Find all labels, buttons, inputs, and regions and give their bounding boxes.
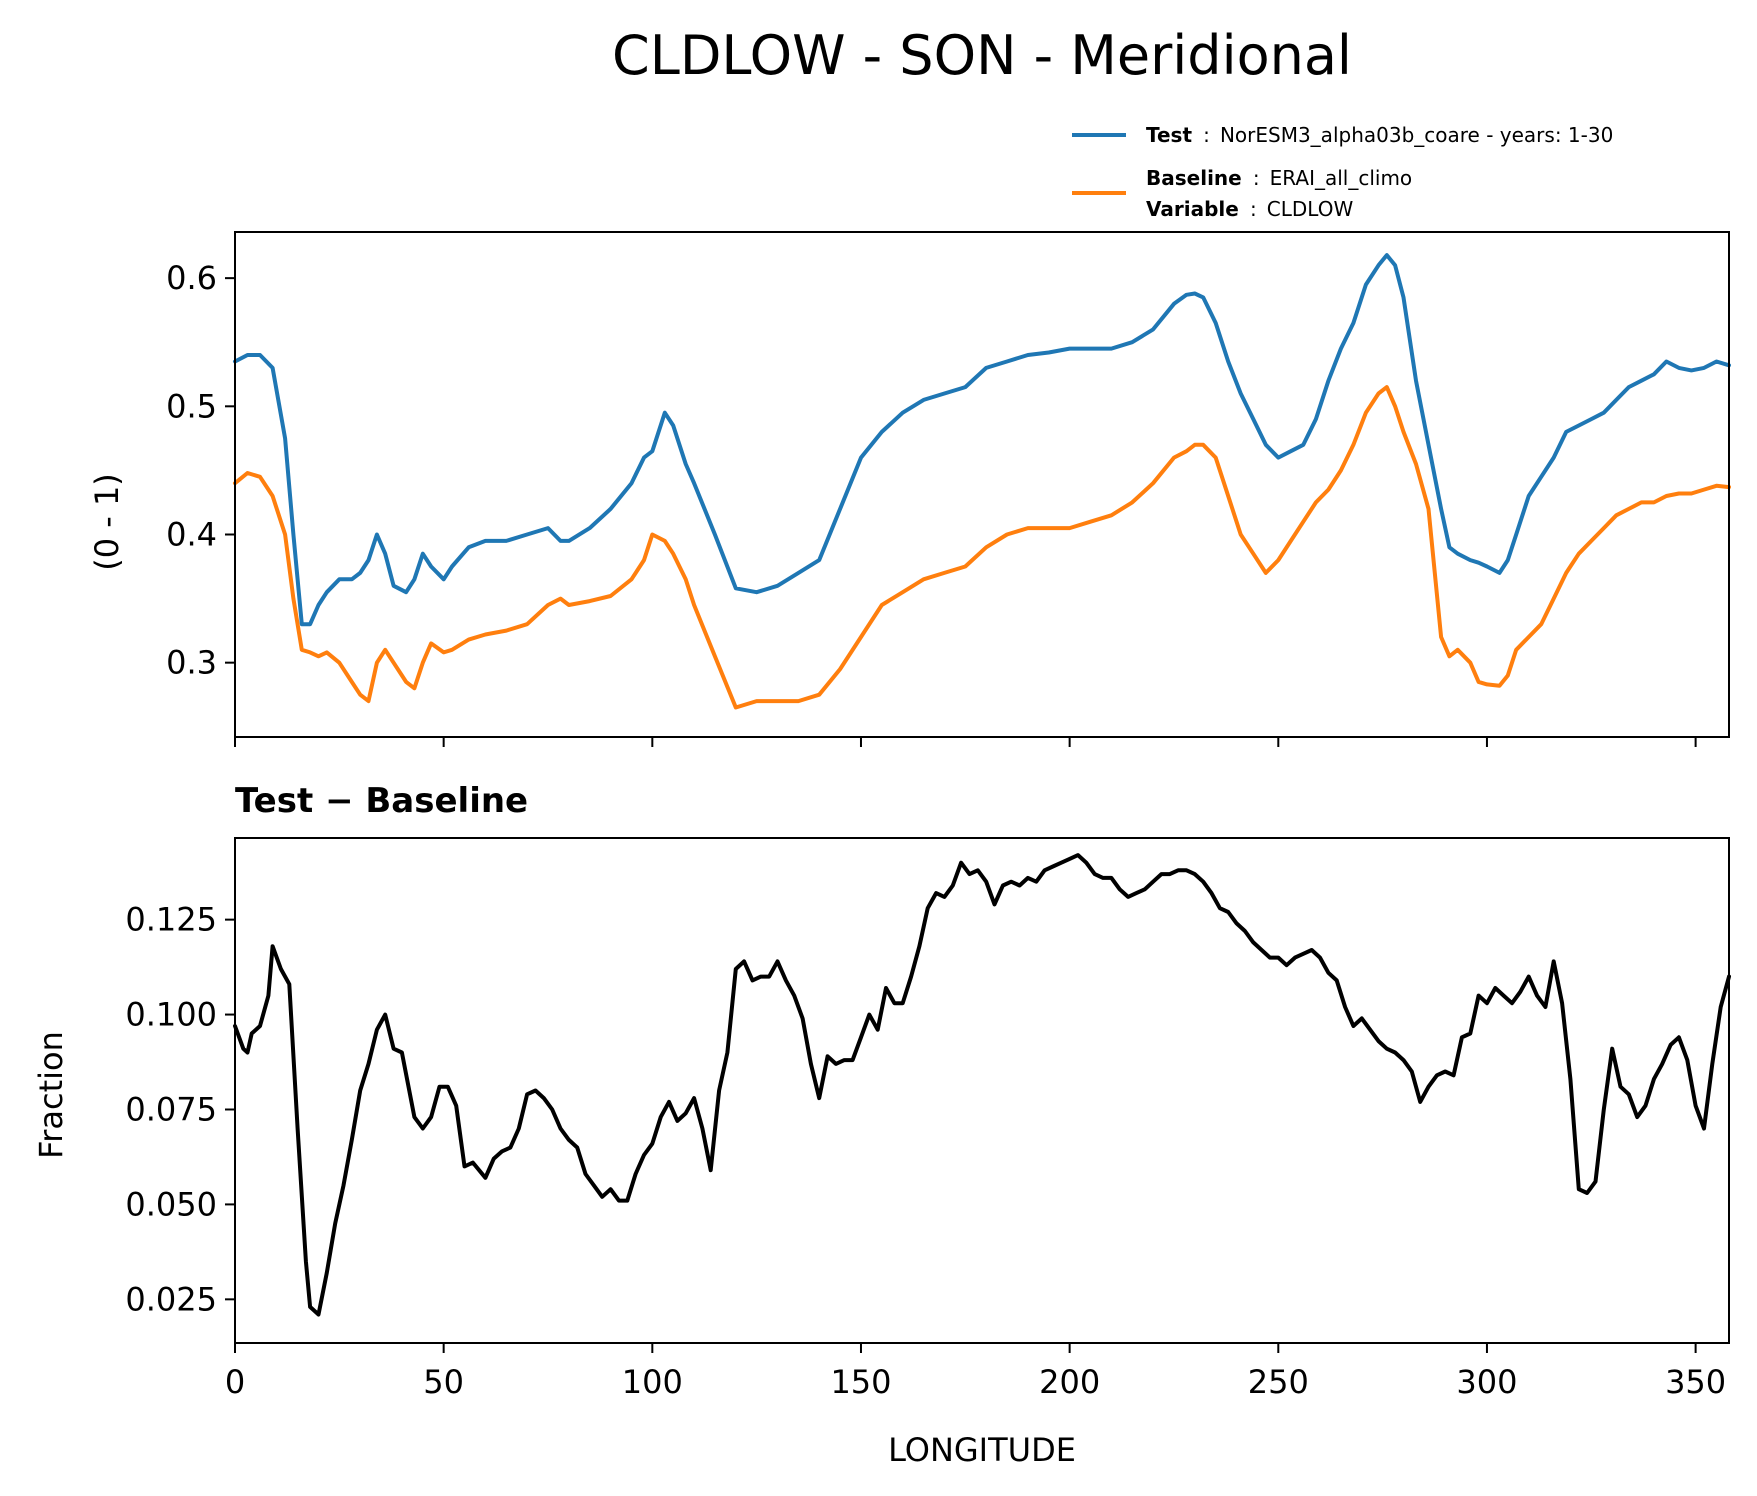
legend-test-entry: Test : NorESM3_alpha03b_coare - years: 1… [1146,123,1613,147]
bottom-series-test-baseline-line [233,853,1731,1317]
bottom-series-group [233,853,1731,1317]
legend-baseline-separator: : [1253,166,1260,190]
bottom-ticks-group: 0.025 0.050 0.075 0.100 0.125 0 50 100 150 200 250… [125,901,1726,1401]
top-ticks-group: 0.3 0.4 0.5 0.6 [166,259,1697,747]
bottom-x-tick-label: 200 [1039,1363,1100,1401]
top-y-tick-label: 0.6 [166,259,217,297]
top-y-tick-label: 0.5 [166,387,217,425]
bottom-x-tick-label: 0 [225,1363,245,1401]
legend-baseline-value: ERAI_all_climo [1270,166,1413,190]
bottom-plot-frame [234,837,1730,1344]
figure-title: CLDLOW - SON - Meridional [612,24,1352,87]
legend-baseline-key: Baseline [1146,166,1242,190]
bottom-y-tick-label: 0.125 [125,901,217,939]
bottom-x-tick-label: 250 [1248,1363,1309,1401]
top-y-tick-label: 0.3 [166,644,217,682]
bottom-panel: Test − Baseline Fraction LONGITUDE 0.025… [32,781,1731,1469]
bottom-x-tick-label: 350 [1665,1363,1726,1401]
legend: Test : NorESM3_alpha03b_coare - years: 1… [1072,123,1613,221]
legend-variable-separator: : [1250,197,1257,221]
legend-test-value: NorESM3_alpha03b_coare - years: 1-30 [1220,123,1613,147]
legend-test-key: Test [1146,123,1192,147]
bottom-y-tick-label: 0.100 [125,996,217,1034]
top-plot-frame [234,231,1730,738]
bottom-x-tick-label: 300 [1456,1363,1517,1401]
bottom-y-axis-label: Fraction [32,1031,70,1159]
bottom-y-tick-label: 0.025 [125,1280,217,1318]
top-series-group [233,253,1731,710]
top-y-axis-label: (0 - 1) [88,473,126,571]
legend-variable-key: Variable [1146,197,1239,221]
top-series-baseline-line [233,385,1731,710]
bottom-panel-title: Test − Baseline [235,781,528,821]
legend-variable-entry: Variable : CLDLOW [1146,197,1353,221]
x-axis-label: LONGITUDE [888,1431,1076,1469]
bottom-x-tick-label: 50 [423,1363,464,1401]
legend-variable-value: CLDLOW [1267,197,1354,221]
bottom-x-tick-label: 100 [622,1363,683,1401]
top-panel: (0 - 1) 0.3 0.4 0.5 0.6 [88,231,1731,747]
bottom-y-tick-label: 0.050 [125,1185,217,1223]
legend-baseline-entry: Baseline : ERAI_all_climo [1146,166,1412,190]
legend-test-separator: : [1203,123,1210,147]
top-y-tick-label: 0.4 [166,515,217,553]
top-series-test-line [233,253,1731,627]
bottom-x-tick-label: 150 [830,1363,891,1401]
bottom-y-tick-label: 0.075 [125,1090,217,1128]
